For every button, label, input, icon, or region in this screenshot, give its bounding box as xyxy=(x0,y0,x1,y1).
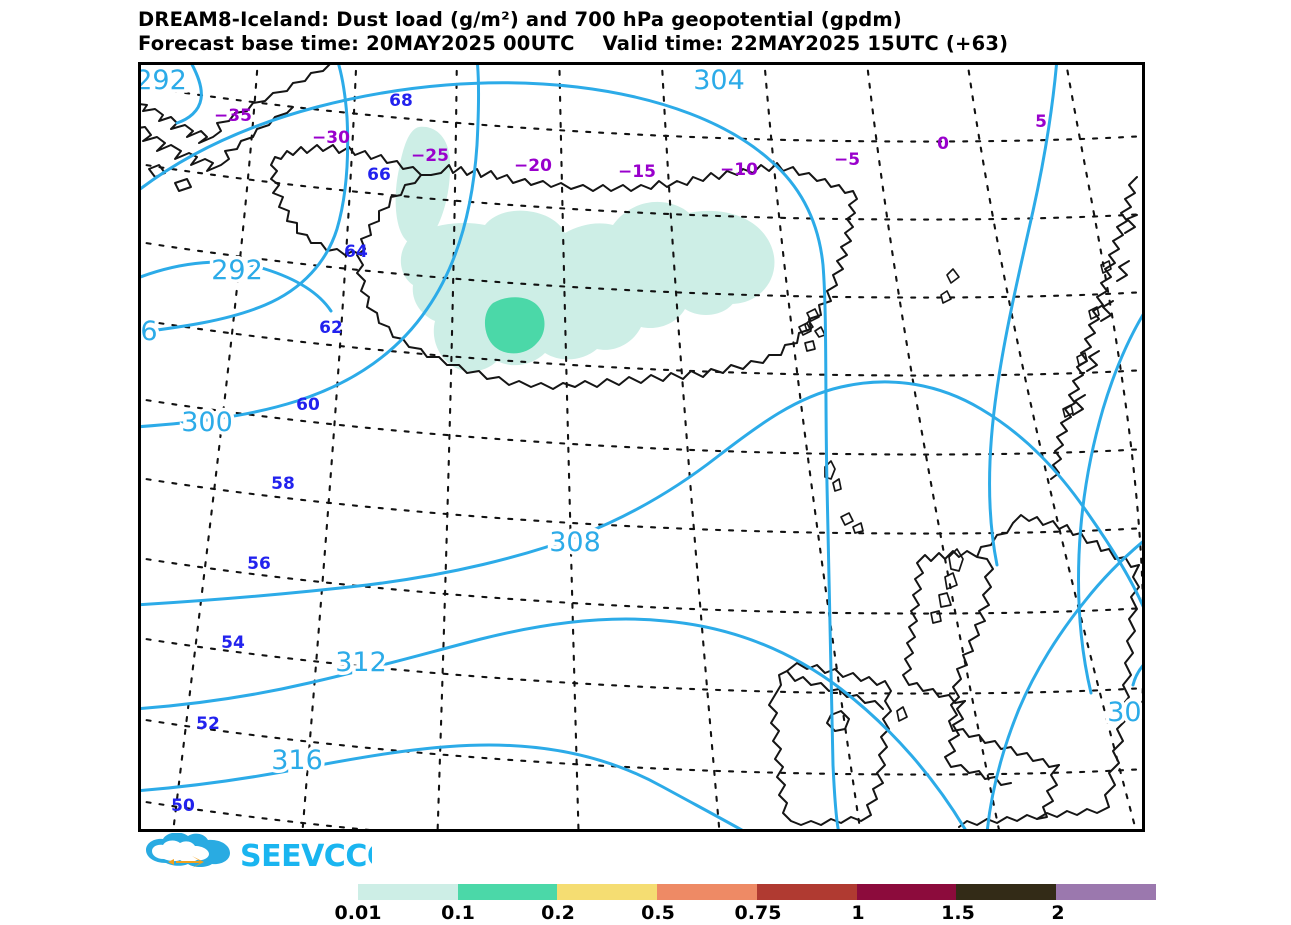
arrow-icon xyxy=(168,856,204,868)
svg-text:−5: −5 xyxy=(834,150,860,170)
chart-title-block: DREAM8-Iceland: Dust load (g/m²) and 700… xyxy=(138,8,1288,56)
colorbar-label: 0.1 xyxy=(441,902,475,924)
graticule xyxy=(141,65,1142,829)
colorbar-strip xyxy=(258,884,1157,900)
svg-text:68: 68 xyxy=(389,91,413,111)
svg-text:−15: −15 xyxy=(618,162,656,182)
svg-text:5: 5 xyxy=(1035,112,1047,132)
svg-text:56: 56 xyxy=(247,554,271,574)
svg-text:−35: −35 xyxy=(214,106,252,126)
svg-text:300: 300 xyxy=(181,407,233,438)
geopotential-contours xyxy=(141,65,1142,829)
colorbar-label: 0.01 xyxy=(334,902,382,924)
colorbar-label: 1.5 xyxy=(941,902,975,924)
colorbar-segment xyxy=(357,884,458,900)
latitude-labels: 68 66 64 62 60 58 56 54 52 50 xyxy=(171,91,413,816)
cloud-icon xyxy=(146,833,230,867)
svg-text:308: 308 xyxy=(549,527,601,558)
seevccc-logo: SEEVCCC xyxy=(142,833,372,875)
svg-text:66: 66 xyxy=(367,165,391,185)
contour-labels: 292 292 6 300 304 308 312 316 300 xyxy=(141,65,1142,780)
svg-text:300: 300 xyxy=(1107,697,1142,728)
svg-text:58: 58 xyxy=(271,474,295,494)
colorbar-label: 2 xyxy=(1051,902,1065,924)
svg-text:−25: −25 xyxy=(411,146,449,166)
svg-text:50: 50 xyxy=(171,796,195,816)
colorbar-segment xyxy=(657,884,757,900)
colorbar-segment xyxy=(258,884,358,900)
svg-text:292: 292 xyxy=(211,255,263,286)
svg-text:64: 64 xyxy=(344,242,368,262)
colorbar-segment xyxy=(457,884,558,900)
svg-text:−10: −10 xyxy=(720,160,758,180)
dust-load-shading xyxy=(395,126,775,372)
svg-text:−20: −20 xyxy=(514,156,552,176)
coastlines xyxy=(141,65,1140,828)
colorbar-segment xyxy=(756,884,857,900)
svg-text:62: 62 xyxy=(319,318,343,338)
svg-text:0: 0 xyxy=(937,134,949,154)
colorbar-label: 0.2 xyxy=(541,902,575,924)
colorbar-segment xyxy=(557,884,658,900)
page-subtitle: Forecast base time: 20MAY2025 00UTC Vali… xyxy=(138,32,1009,55)
colorbar: 0.01 0.1 0.2 0.5 0.75 1 1.5 2 xyxy=(258,884,1157,924)
svg-text:304: 304 xyxy=(693,65,745,96)
colorbar-segment xyxy=(1056,884,1157,900)
svg-text:−30: −30 xyxy=(312,128,350,148)
svg-text:54: 54 xyxy=(221,633,245,653)
svg-text:292: 292 xyxy=(141,65,187,96)
page-title: DREAM8-Iceland: Dust load (g/m²) and 700… xyxy=(138,8,903,31)
svg-text:312: 312 xyxy=(335,647,387,678)
colorbar-segment xyxy=(956,884,1057,900)
logo-text: SEEVCCC xyxy=(240,839,372,874)
colorbar-labels: 0.01 0.1 0.2 0.5 0.75 1 1.5 2 xyxy=(258,900,1156,924)
map-canvas: 68 66 64 62 60 58 56 54 52 50 −35 −30 −2… xyxy=(141,65,1142,829)
svg-text:60: 60 xyxy=(296,395,320,415)
map-panel: 68 66 64 62 60 58 56 54 52 50 −35 −30 −2… xyxy=(138,62,1145,832)
svg-text:6: 6 xyxy=(141,316,158,347)
colorbar-segment xyxy=(856,884,957,900)
colorbar-label: 0.5 xyxy=(641,902,675,924)
svg-text:52: 52 xyxy=(196,714,220,734)
longitude-labels: −35 −30 −25 −20 −15 −10 −5 0 5 xyxy=(214,106,1047,182)
svg-text:316: 316 xyxy=(271,745,323,776)
colorbar-label: 0.75 xyxy=(734,902,782,924)
colorbar-label: 1 xyxy=(851,902,865,924)
